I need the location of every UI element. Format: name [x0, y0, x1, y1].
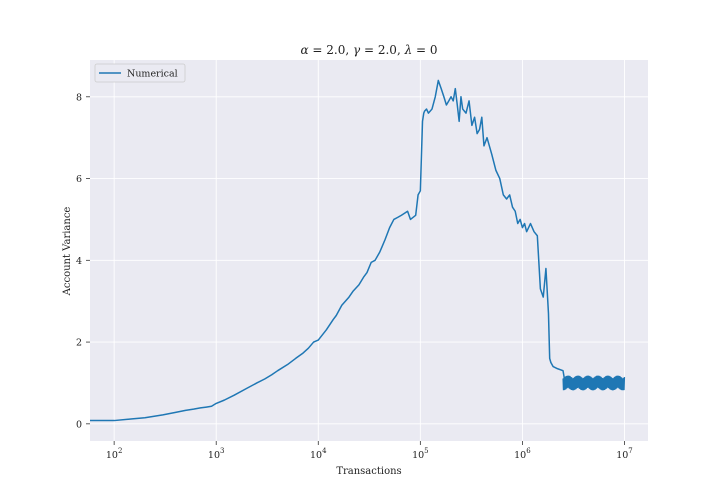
y-tick-label-0: 0	[76, 419, 82, 430]
legend-label-numerical: Numerical	[127, 69, 178, 80]
legend: Numerical	[94, 63, 186, 83]
y-tick-label-3: 6	[76, 174, 82, 185]
series-line-numerical	[90, 79, 625, 422]
y-axis-ticks: 0 2 4 6 8	[76, 92, 90, 430]
series-layer	[90, 79, 626, 422]
y-tick-label-4: 8	[76, 92, 82, 103]
y-tick-label-1: 2	[76, 338, 82, 349]
x-tick-label-3: 105	[412, 447, 429, 461]
grid	[90, 60, 648, 441]
y-tick-label-2: 4	[76, 256, 82, 267]
legend-box	[94, 63, 186, 83]
x-tick-label-1: 103	[208, 447, 225, 461]
x-tick-label-0: 102	[106, 447, 123, 461]
x-tick-label-4: 106	[514, 447, 531, 461]
x-tick-label-2: 104	[310, 447, 327, 461]
series-noise-band	[562, 375, 626, 391]
x-axis-label: Transactions	[336, 466, 401, 477]
y-axis-label: Account Variance	[62, 207, 73, 297]
x-axis-ticks: 102 103 104 105 106 107	[106, 441, 633, 461]
chart-title: α = 2.0, γ = 2.0, λ = 0	[300, 43, 437, 57]
plot-area	[90, 60, 648, 441]
x-tick-label-5: 107	[616, 447, 633, 461]
